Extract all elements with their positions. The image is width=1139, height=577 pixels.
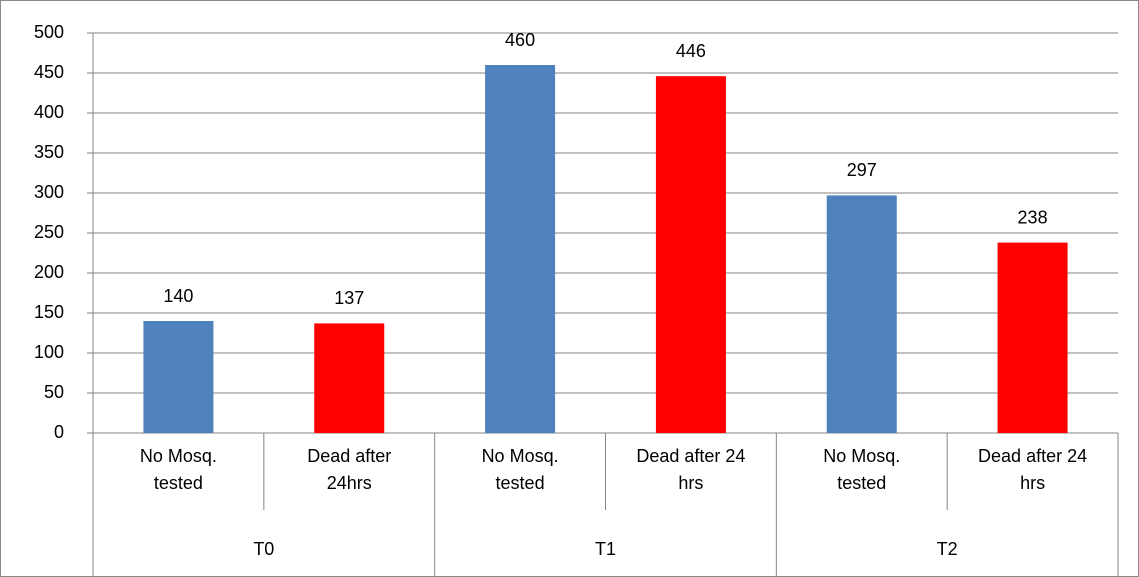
bar <box>997 242 1068 433</box>
y-tick-label: 400 <box>34 102 64 122</box>
data-label: 446 <box>676 41 706 61</box>
y-tick-label: 200 <box>34 262 64 282</box>
data-label: 460 <box>505 30 535 50</box>
data-label: 137 <box>334 288 364 308</box>
y-tick-label: 350 <box>34 142 64 162</box>
y-tick-label: 300 <box>34 182 64 202</box>
bar <box>655 76 726 433</box>
data-label: 238 <box>1018 207 1048 227</box>
x-tick-label: Dead after 24 hrs <box>636 446 746 493</box>
bar <box>314 323 385 433</box>
group-label: T2 <box>937 539 958 559</box>
x-tick-label: Dead after 24hrs <box>307 446 392 493</box>
x-tick-label: Dead after 24 hrs <box>978 446 1088 493</box>
y-tick-label: 250 <box>34 222 64 242</box>
x-tick-label: No Mosq. tested <box>823 446 901 493</box>
y-tick-label: 450 <box>34 62 64 82</box>
y-tick-label: 0 <box>54 422 64 442</box>
group-label: T0 <box>253 539 274 559</box>
y-tick-label: 500 <box>34 22 64 42</box>
bar <box>485 65 556 433</box>
data-label: 297 <box>847 160 877 180</box>
bar <box>826 195 897 433</box>
x-tick-label: No Mosq. tested <box>139 446 217 493</box>
x-tick-label: No Mosq. tested <box>481 446 559 493</box>
data-label: 140 <box>163 286 193 306</box>
bar <box>143 321 214 433</box>
y-tick-label: 100 <box>34 342 64 362</box>
group-label: T1 <box>595 539 616 559</box>
y-tick-label: 150 <box>34 302 64 322</box>
y-tick-label: 50 <box>44 382 64 402</box>
